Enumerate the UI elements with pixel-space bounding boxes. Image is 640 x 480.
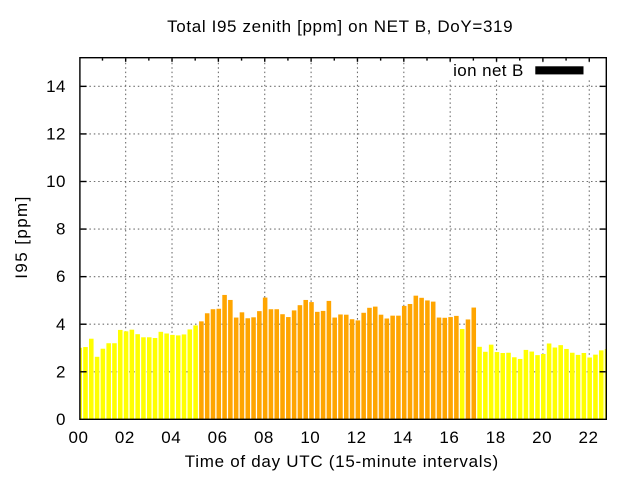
svg-text:10: 10 — [46, 172, 66, 191]
svg-text:12: 12 — [46, 125, 66, 144]
svg-text:10: 10 — [300, 428, 320, 447]
svg-text:04: 04 — [161, 428, 181, 447]
svg-text:8: 8 — [56, 220, 66, 239]
svg-text:Total I95 zenith [ppm] on NET: Total I95 zenith [ppm] on NET B, DoY=319 — [167, 17, 513, 36]
svg-text:02: 02 — [115, 428, 135, 447]
svg-text:00: 00 — [69, 428, 89, 447]
svg-text:22: 22 — [578, 428, 598, 447]
svg-text:I95 [ppm]: I95 [ppm] — [12, 195, 31, 278]
svg-text:18: 18 — [486, 428, 506, 447]
svg-text:4: 4 — [56, 315, 66, 334]
svg-text:Time of day UTC (15-minute int: Time of day UTC (15-minute intervals) — [185, 452, 499, 471]
svg-text:14: 14 — [393, 428, 413, 447]
svg-text:6: 6 — [56, 267, 66, 286]
svg-text:14: 14 — [46, 77, 66, 96]
svg-text:16: 16 — [439, 428, 459, 447]
svg-text:0: 0 — [56, 410, 66, 429]
svg-text:12: 12 — [347, 428, 367, 447]
svg-text:ion net B: ion net B — [453, 61, 524, 80]
svg-text:20: 20 — [532, 428, 552, 447]
svg-text:2: 2 — [56, 362, 66, 381]
svg-text:08: 08 — [254, 428, 274, 447]
svg-text:06: 06 — [208, 428, 228, 447]
